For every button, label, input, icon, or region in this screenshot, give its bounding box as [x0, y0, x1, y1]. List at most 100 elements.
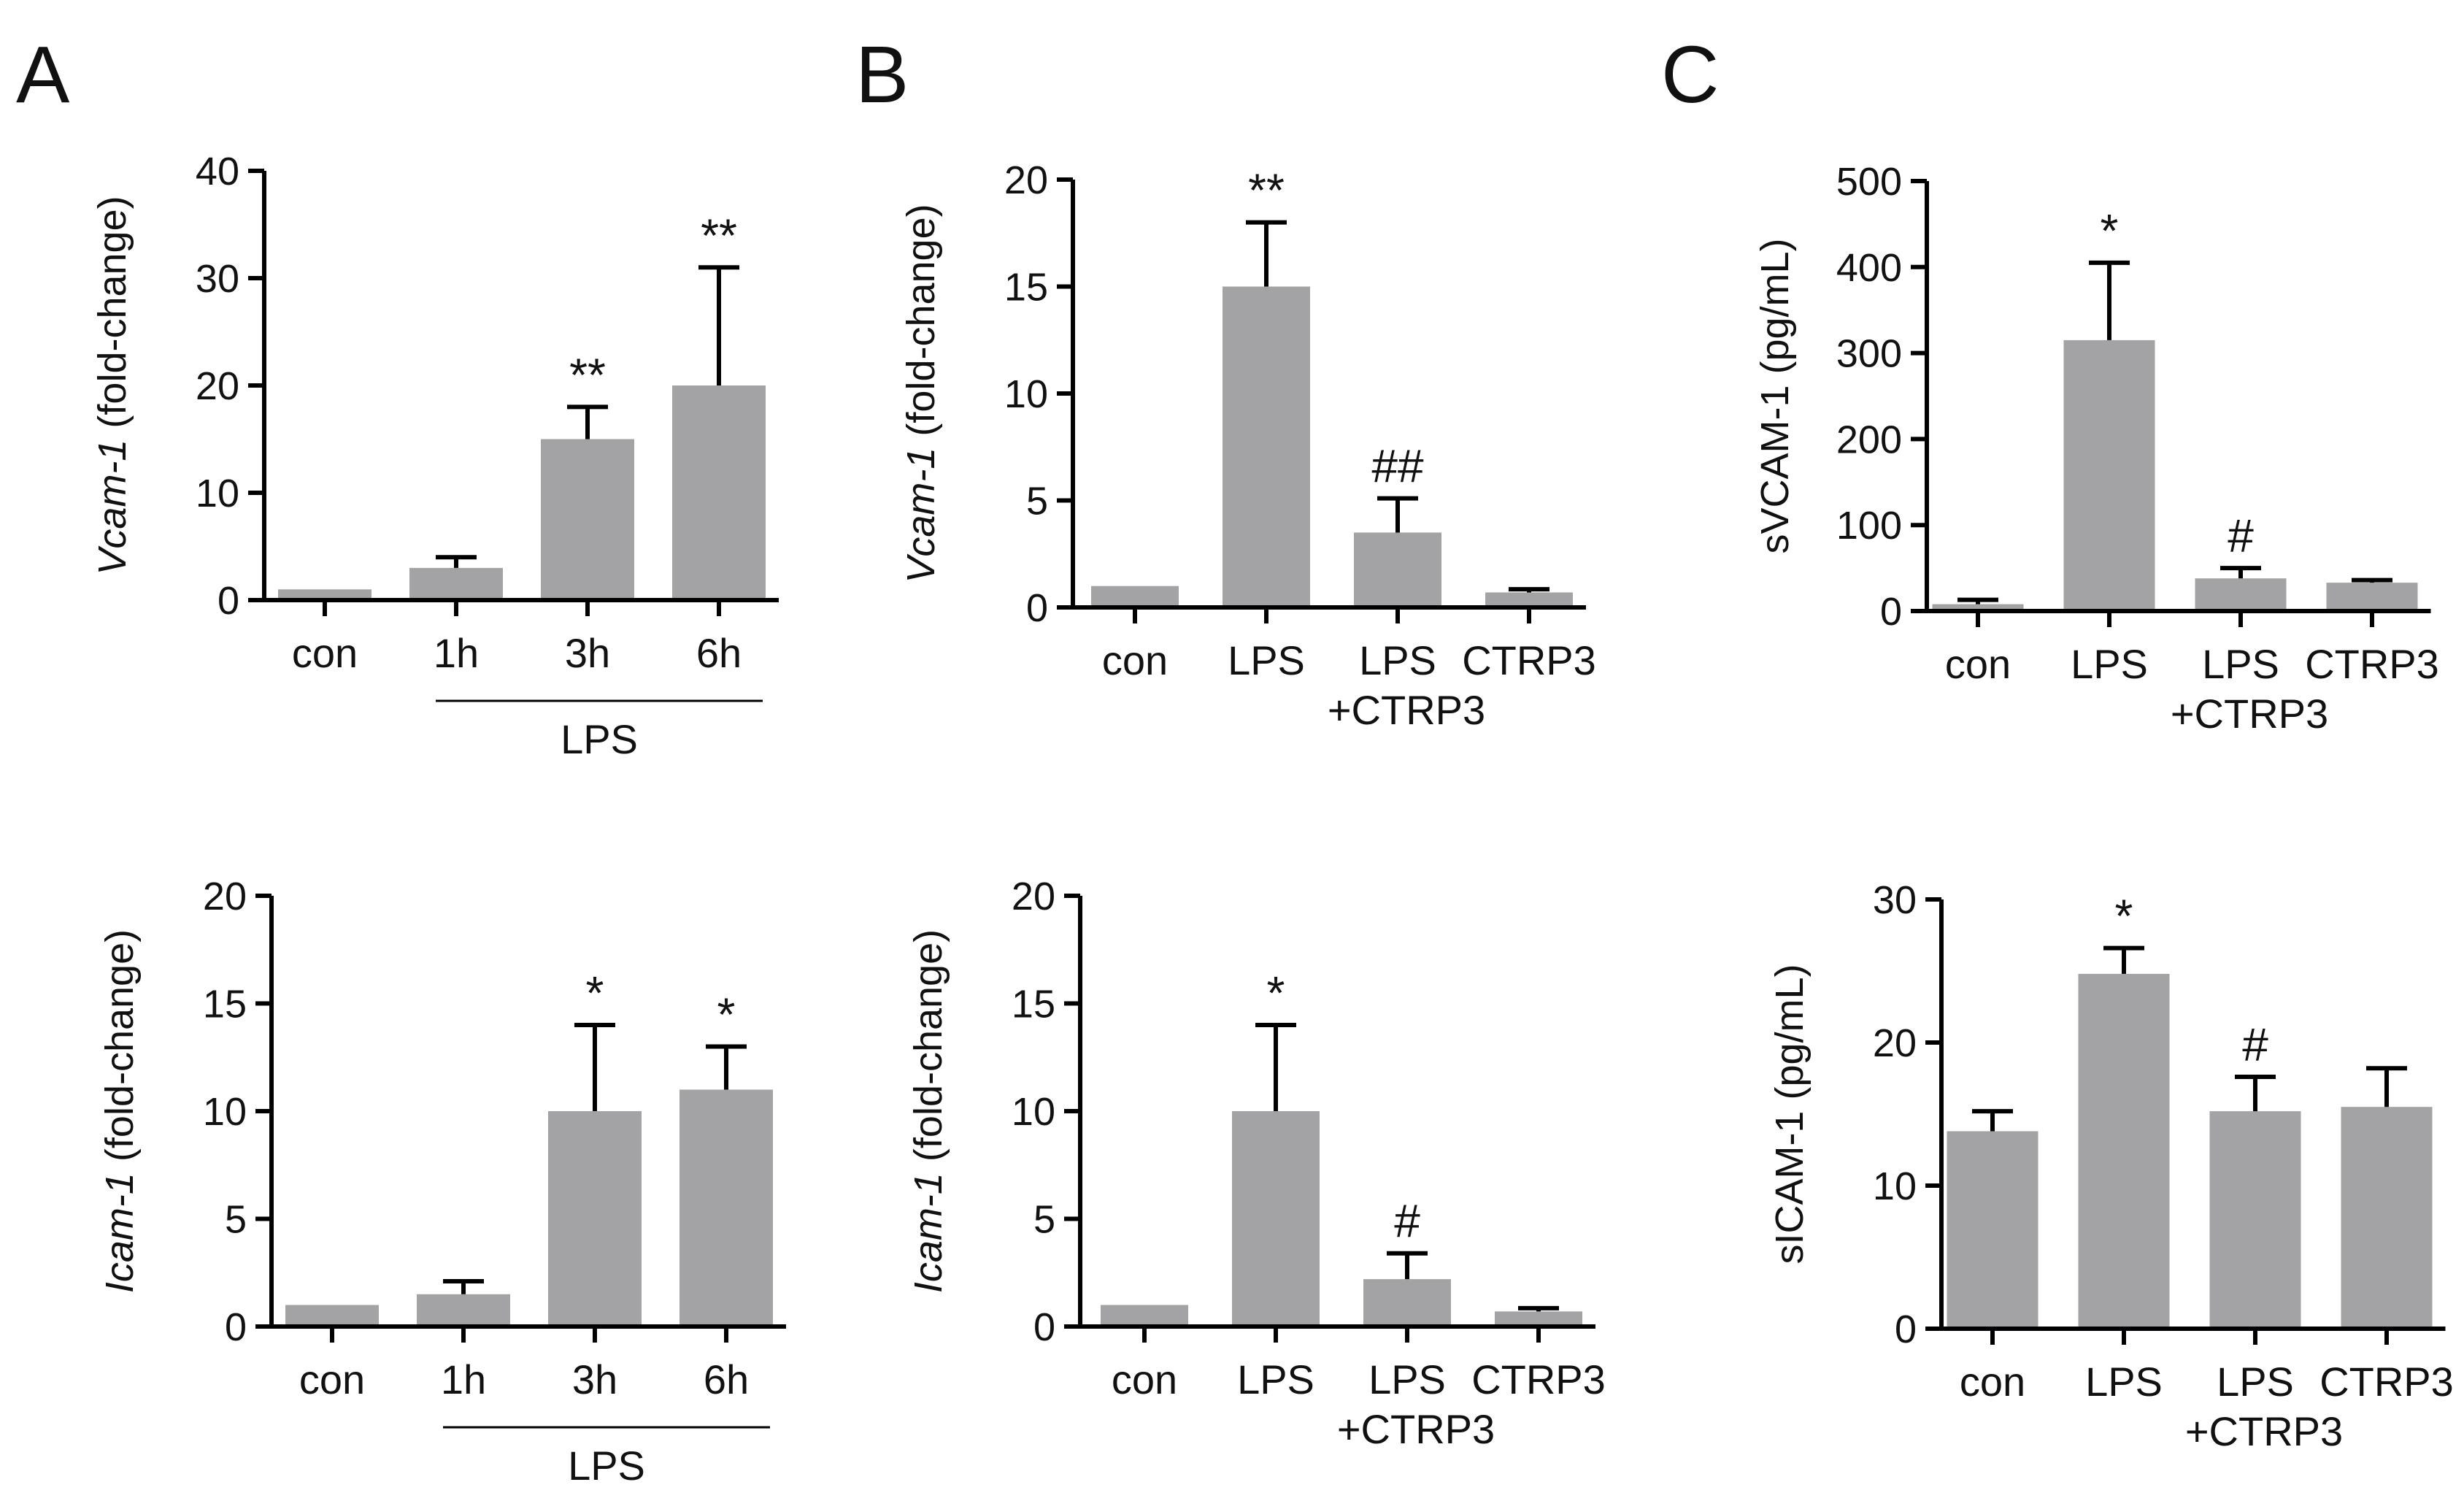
chart-b-top-y-axis-title: Vcam-1 (fold-change) [899, 204, 943, 583]
chart-b-bottom-y-tick-label-4: 20 [1012, 875, 1055, 918]
chart-c-bottom-y-tick-label-3: 30 [1873, 878, 1917, 922]
chart-c-bottom-y-tick-label-0: 0 [1895, 1308, 1917, 1351]
chart-a-bottom-y-tick-label-0: 0 [225, 1305, 247, 1349]
chart-c-bottom-y-tick-label-2: 20 [1873, 1021, 1917, 1065]
chart-b-bottom-bar-0 [1101, 1305, 1188, 1327]
chart-c-bottom-bar-3 [2341, 1107, 2433, 1329]
chart-b-bottom-y-tick-label-0: 0 [1033, 1305, 1055, 1349]
chart-b-top-y-tick-label-4: 20 [1004, 158, 1048, 202]
chart-c-bottom-significance-1: * [2115, 890, 2133, 943]
chart-a-top-bar-3 [672, 385, 766, 600]
chart-a-bottom-y-tick-label-2: 10 [203, 1090, 247, 1134]
chart-c-bottom-y-axis-title: sICAM-1 (pg/mL) [1768, 964, 1812, 1264]
chart-b-top-significance-2: ## [1371, 440, 1424, 493]
chart-b-bottom-significance-2: # [1394, 1195, 1420, 1248]
chart-a-top-x-tick-label-2: 3h [565, 630, 610, 676]
panel-label-c: C [1661, 30, 1719, 120]
chart-a-top-significance-2: ** [569, 348, 606, 401]
chart-b-bottom-bar-2 [1363, 1279, 1451, 1327]
chart-b-top-bar-3 [1485, 592, 1573, 607]
chart-a-bottom-x-tick-label-1: 1h [441, 1356, 486, 1402]
chart-c-top-y-axis-title: sVCAM-1 (pg/mL) [1753, 238, 1797, 553]
chart-a-bottom-y-axis-title: Icam-1 (fold-change) [98, 929, 142, 1293]
chart-a-top-bar-1 [409, 567, 503, 600]
chart-a-top-y-axis-title: Vcam-1 (fold-change) [91, 196, 134, 575]
chart-c-top-y-tick-label-3: 300 [1836, 332, 1902, 376]
chart-c-top-x-tick-label-1: LPS [2071, 641, 2148, 687]
chart-a-top-y-tick-label-4: 40 [196, 150, 239, 193]
chart-a-top-group-label: LPS [561, 716, 638, 762]
chart-b-bottom-y-tick-label-1: 5 [1033, 1198, 1055, 1242]
panel-label-a: A [16, 30, 70, 120]
chart-a-bottom-x-tick-label-2: 3h [572, 1356, 617, 1402]
chart-a-bottom-x-tick-label-0: con [299, 1356, 365, 1402]
chart-b-top-y-tick-label-0: 0 [1026, 586, 1048, 630]
chart-b-bottom-bar-1 [1232, 1111, 1320, 1327]
chart-c-bottom-x-tick-label-1: LPS [2085, 1359, 2163, 1405]
panel-label-b: B [855, 30, 909, 120]
chart-c-top-bar-2 [2195, 578, 2287, 611]
chart-a-bottom-bar-3 [679, 1089, 773, 1327]
chart-a-top-bar-0 [278, 589, 371, 600]
chart-b-bottom-bar-3 [1495, 1311, 1582, 1327]
chart-c-top-y-tick-label-4: 400 [1836, 246, 1902, 290]
chart-c-top-y-tick-label-5: 500 [1836, 160, 1902, 204]
chart-b-bottom-x-tick-label-2: LPS +CTRP3 [1337, 1356, 1495, 1452]
chart-a-bottom-bar-2 [548, 1111, 642, 1327]
chart-a-bottom-bar-1 [417, 1294, 510, 1327]
chart-a-bottom-bar-0 [285, 1305, 379, 1327]
chart-c-top-significance-1: * [2101, 204, 2119, 257]
chart-c-top-bar-1 [2063, 339, 2155, 611]
chart-b-top-x-tick-label-2: LPS +CTRP3 [1328, 637, 1485, 733]
chart-a-bottom-y-tick-label-4: 20 [203, 875, 247, 918]
chart-b-bottom-significance-1: * [1267, 967, 1285, 1019]
chart-b-bottom-y-axis-title: Icam-1 (fold-change) [906, 929, 950, 1293]
chart-a-bottom-significance-3: * [717, 988, 736, 1041]
chart-b-bottom-x-tick-label-3: CTRP3 [1471, 1356, 1606, 1402]
chart-b-bottom-x-tick-label-1: LPS [1237, 1356, 1314, 1402]
chart-a-top-bar-2 [541, 439, 634, 600]
chart-c-top-y-tick-label-2: 200 [1836, 418, 1902, 461]
chart-b-bottom-y-tick-label-2: 10 [1012, 1090, 1055, 1134]
chart-c-top-bar-3 [2326, 583, 2418, 611]
chart-c-top-y-tick-label-0: 0 [1880, 590, 1902, 634]
chart-a-top-y-tick-label-1: 10 [196, 472, 239, 515]
chart-b-bottom-x-tick-label-0: con [1112, 1356, 1177, 1402]
chart-c-top-y-tick-label-1: 100 [1836, 504, 1902, 548]
chart-a-bottom-x-tick-label-3: 6h [704, 1356, 749, 1402]
chart-b-bottom-y-tick-label-3: 15 [1012, 983, 1055, 1026]
chart-a-bottom-y-tick-label-3: 15 [203, 983, 247, 1026]
chart-b-top-x-tick-label-0: con [1102, 637, 1168, 683]
chart-a-top-y-tick-label-2: 20 [196, 364, 239, 408]
chart-a-top-x-tick-label-0: con [292, 630, 358, 676]
chart-b-top-y-tick-label-1: 5 [1026, 480, 1048, 523]
chart-b-top-x-tick-label-1: LPS [1228, 637, 1305, 683]
chart-a-bottom-y-tick-label-1: 5 [225, 1198, 247, 1242]
chart-c-bottom-bar-0 [1947, 1131, 2038, 1329]
chart-c-top-x-tick-label-3: CTRP3 [2305, 641, 2439, 687]
chart-a-top-y-tick-label-0: 0 [217, 579, 239, 623]
chart-a-bottom-significance-2: * [586, 967, 604, 1019]
chart-c-top-x-tick-label-2: LPS +CTRP3 [2171, 641, 2328, 737]
chart-c-bottom-x-tick-label-2: LPS +CTRP3 [2185, 1359, 2343, 1454]
chart-b-top-y-tick-label-3: 15 [1004, 266, 1048, 310]
chart-c-top-bar-0 [1932, 604, 2024, 611]
chart-c-bottom-y-tick-label-1: 10 [1873, 1164, 1917, 1208]
chart-a-bottom-group-label: LPS [568, 1443, 645, 1489]
chart-c-bottom-x-tick-label-3: CTRP3 [2319, 1359, 2454, 1405]
chart-c-top-significance-2: # [2228, 510, 2254, 562]
chart-a-top-y-tick-label-3: 30 [196, 257, 239, 301]
chart-a-top-x-tick-label-3: 6h [696, 630, 742, 676]
chart-b-top-x-tick-label-3: CTRP3 [1462, 637, 1596, 683]
chart-a-top-x-tick-label-1: 1h [434, 630, 479, 676]
chart-b-top-bar-1 [1223, 286, 1310, 607]
chart-b-top-bar-0 [1091, 586, 1179, 607]
chart-c-top-x-tick-label-0: con [1945, 641, 2011, 687]
chart-c-bottom-bar-1 [2078, 973, 2170, 1329]
chart-b-top-y-tick-label-2: 10 [1004, 372, 1048, 416]
chart-b-top-significance-1: ** [1248, 164, 1285, 217]
chart-c-bottom-bar-2 [2209, 1111, 2301, 1329]
chart-c-bottom-significance-2: # [2242, 1018, 2268, 1071]
chart-b-top-bar-2 [1354, 532, 1441, 607]
